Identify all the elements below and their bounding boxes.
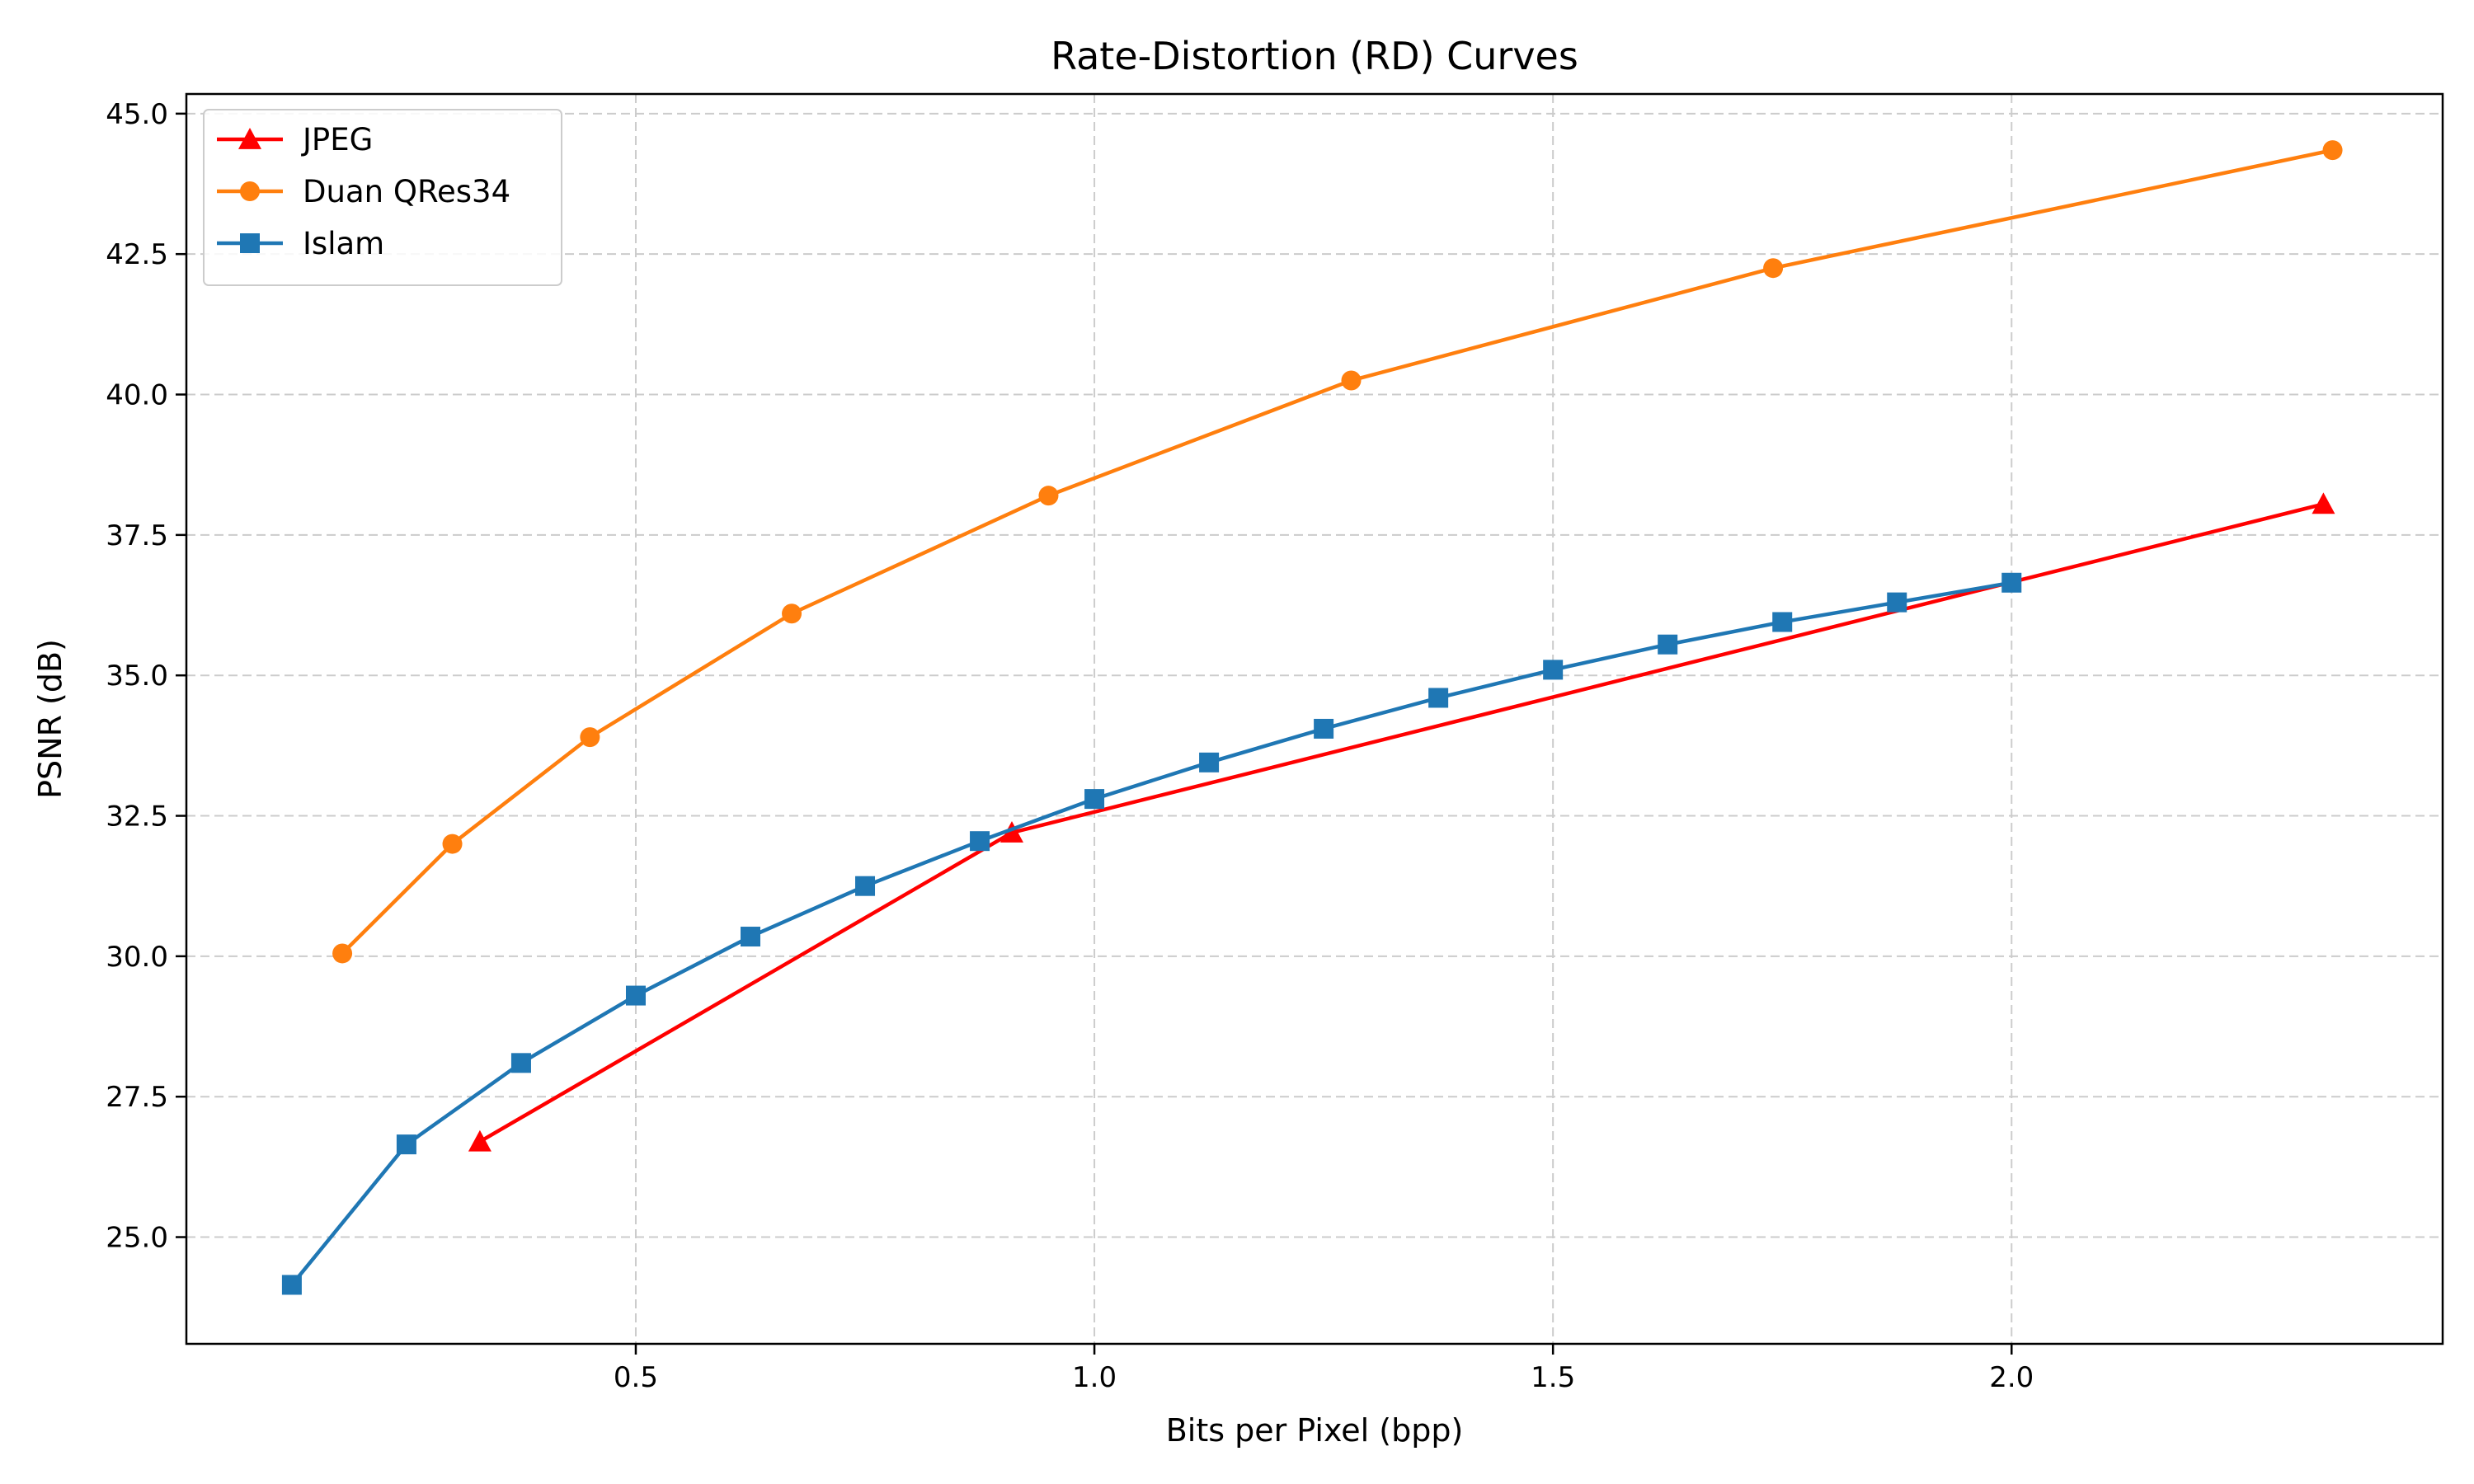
chart-title: Rate-Distortion (RD) Curves (1051, 34, 1578, 78)
data-point-duan-qres34 (782, 603, 802, 624)
data-point-duan-qres34 (1763, 258, 1784, 279)
data-point-islam (1658, 634, 1678, 655)
data-point-islam (1428, 688, 1449, 708)
data-point-duan-qres34 (442, 834, 463, 854)
data-point-islam (1314, 718, 1334, 739)
data-point-islam (1199, 752, 1220, 773)
data-point-duan-qres34 (332, 943, 353, 964)
y-tick-label: 27.5 (106, 1081, 168, 1114)
legend-marker-jpeg (238, 128, 261, 149)
x-tick-label: 1.5 (1531, 1361, 1575, 1394)
data-point-duan-qres34 (580, 727, 600, 748)
legend-label-islam: Islam (303, 226, 384, 261)
data-point-islam (510, 1053, 531, 1073)
x-tick-label: 1.0 (1072, 1361, 1117, 1394)
data-point-duan-qres34 (2322, 140, 2343, 161)
series-line-islam (290, 580, 2012, 1286)
legend-label-duan-qres34: Duan QRes34 (303, 174, 510, 209)
series-layer (281, 140, 2343, 1295)
data-point-jpeg (2312, 492, 2335, 514)
data-point-islam (281, 1275, 302, 1295)
x-tick-label: 2.0 (1989, 1361, 2034, 1394)
data-point-islam (396, 1134, 416, 1155)
y-tick-label: 40.0 (106, 379, 168, 412)
series-jpeg (468, 492, 2335, 1152)
tick-layer: 0.5 1.0 1.5 2.0 25.0 27.5 30.0 32.5 35.0 37.5 40.0… (106, 98, 2034, 1394)
series-duan-qres34 (332, 140, 2343, 964)
data-point-islam (741, 927, 760, 947)
data-point-islam (970, 831, 990, 852)
y-tick-label: 42.5 (106, 238, 168, 271)
data-point-islam (1887, 592, 1907, 613)
data-point-duan-qres34 (1341, 370, 1362, 391)
y-tick-label: 32.5 (106, 801, 168, 834)
legend-box (203, 109, 562, 286)
legend-marker-duan-qres34 (240, 181, 260, 201)
y-tick-label: 37.5 (106, 519, 168, 552)
y-tick-label: 45.0 (106, 98, 168, 131)
data-point-duan-qres34 (1038, 486, 1059, 506)
legend: JPEG Duan QRes34 Islam (203, 109, 562, 286)
data-point-islam (855, 876, 876, 896)
data-point-islam (1084, 789, 1105, 810)
y-tick-label: 25.0 (106, 1222, 168, 1255)
legend-label-jpeg: JPEG (301, 122, 373, 157)
data-point-islam (1543, 660, 1564, 680)
y-tick-label: 35.0 (106, 660, 168, 693)
data-point-islam (1772, 612, 1793, 632)
legend-marker-islam (240, 233, 260, 253)
series-islam (281, 572, 2022, 1295)
data-point-jpeg (999, 820, 1023, 843)
x-tick-label: 0.5 (614, 1361, 658, 1394)
data-point-islam (2001, 572, 2022, 593)
plot-frame (185, 92, 2444, 1345)
series-line-duan-qres34 (341, 148, 2334, 956)
y-axis-label: PSNR (dB) (32, 639, 68, 799)
data-point-islam (625, 985, 646, 1006)
data-point-jpeg (468, 1129, 492, 1152)
x-axis-label: Bits per Pixel (bpp) (1166, 1412, 1464, 1449)
y-tick-label: 30.0 (106, 941, 168, 974)
